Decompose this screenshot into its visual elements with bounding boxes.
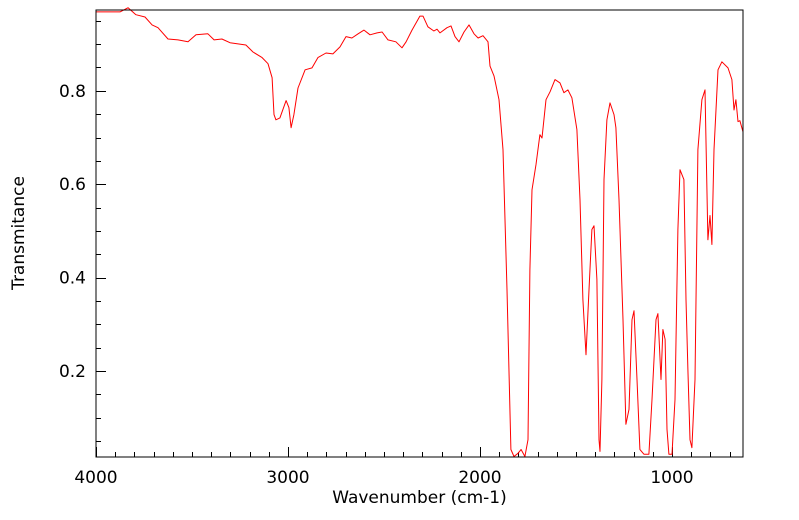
- y-tick-label: 0.8: [59, 82, 86, 102]
- x-tick-label: 3000: [266, 468, 309, 488]
- spectrum-line: [96, 7, 744, 457]
- x-tick-label: 2000: [458, 468, 501, 488]
- x-tick-label: 1000: [650, 468, 693, 488]
- y-axis-label: Transmitance: [9, 176, 29, 291]
- y-tick-label: 0.4: [59, 269, 86, 289]
- y-tick-label: 0.6: [59, 175, 86, 195]
- y-tick-label: 0.2: [59, 362, 86, 382]
- x-tick-label: 4000: [74, 468, 117, 488]
- axis-ticks: [96, 21, 731, 457]
- plot-frame: [95, 9, 744, 458]
- axis-tick-labels: 4000 3000 2000 1000 0.2 0.4 0.6 0.8: [59, 82, 694, 488]
- x-axis-label: Wavenumber (cm-1): [332, 488, 507, 508]
